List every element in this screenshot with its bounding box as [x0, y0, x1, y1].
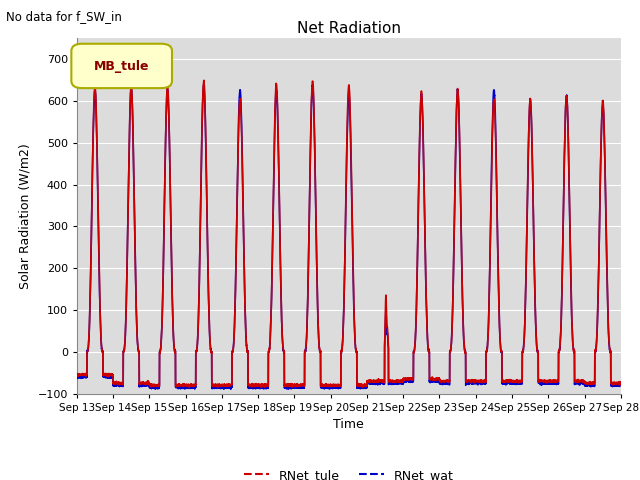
- Text: No data for f_SW_in: No data for f_SW_in: [6, 10, 122, 23]
- X-axis label: Time: Time: [333, 418, 364, 431]
- Legend: RNet_tule, RNet_wat: RNet_tule, RNet_wat: [239, 464, 459, 480]
- Title: Net Radiation: Net Radiation: [297, 21, 401, 36]
- Y-axis label: Solar Radiation (W/m2): Solar Radiation (W/m2): [19, 143, 32, 289]
- Text: MB_tule: MB_tule: [93, 60, 149, 72]
- FancyBboxPatch shape: [72, 44, 172, 88]
